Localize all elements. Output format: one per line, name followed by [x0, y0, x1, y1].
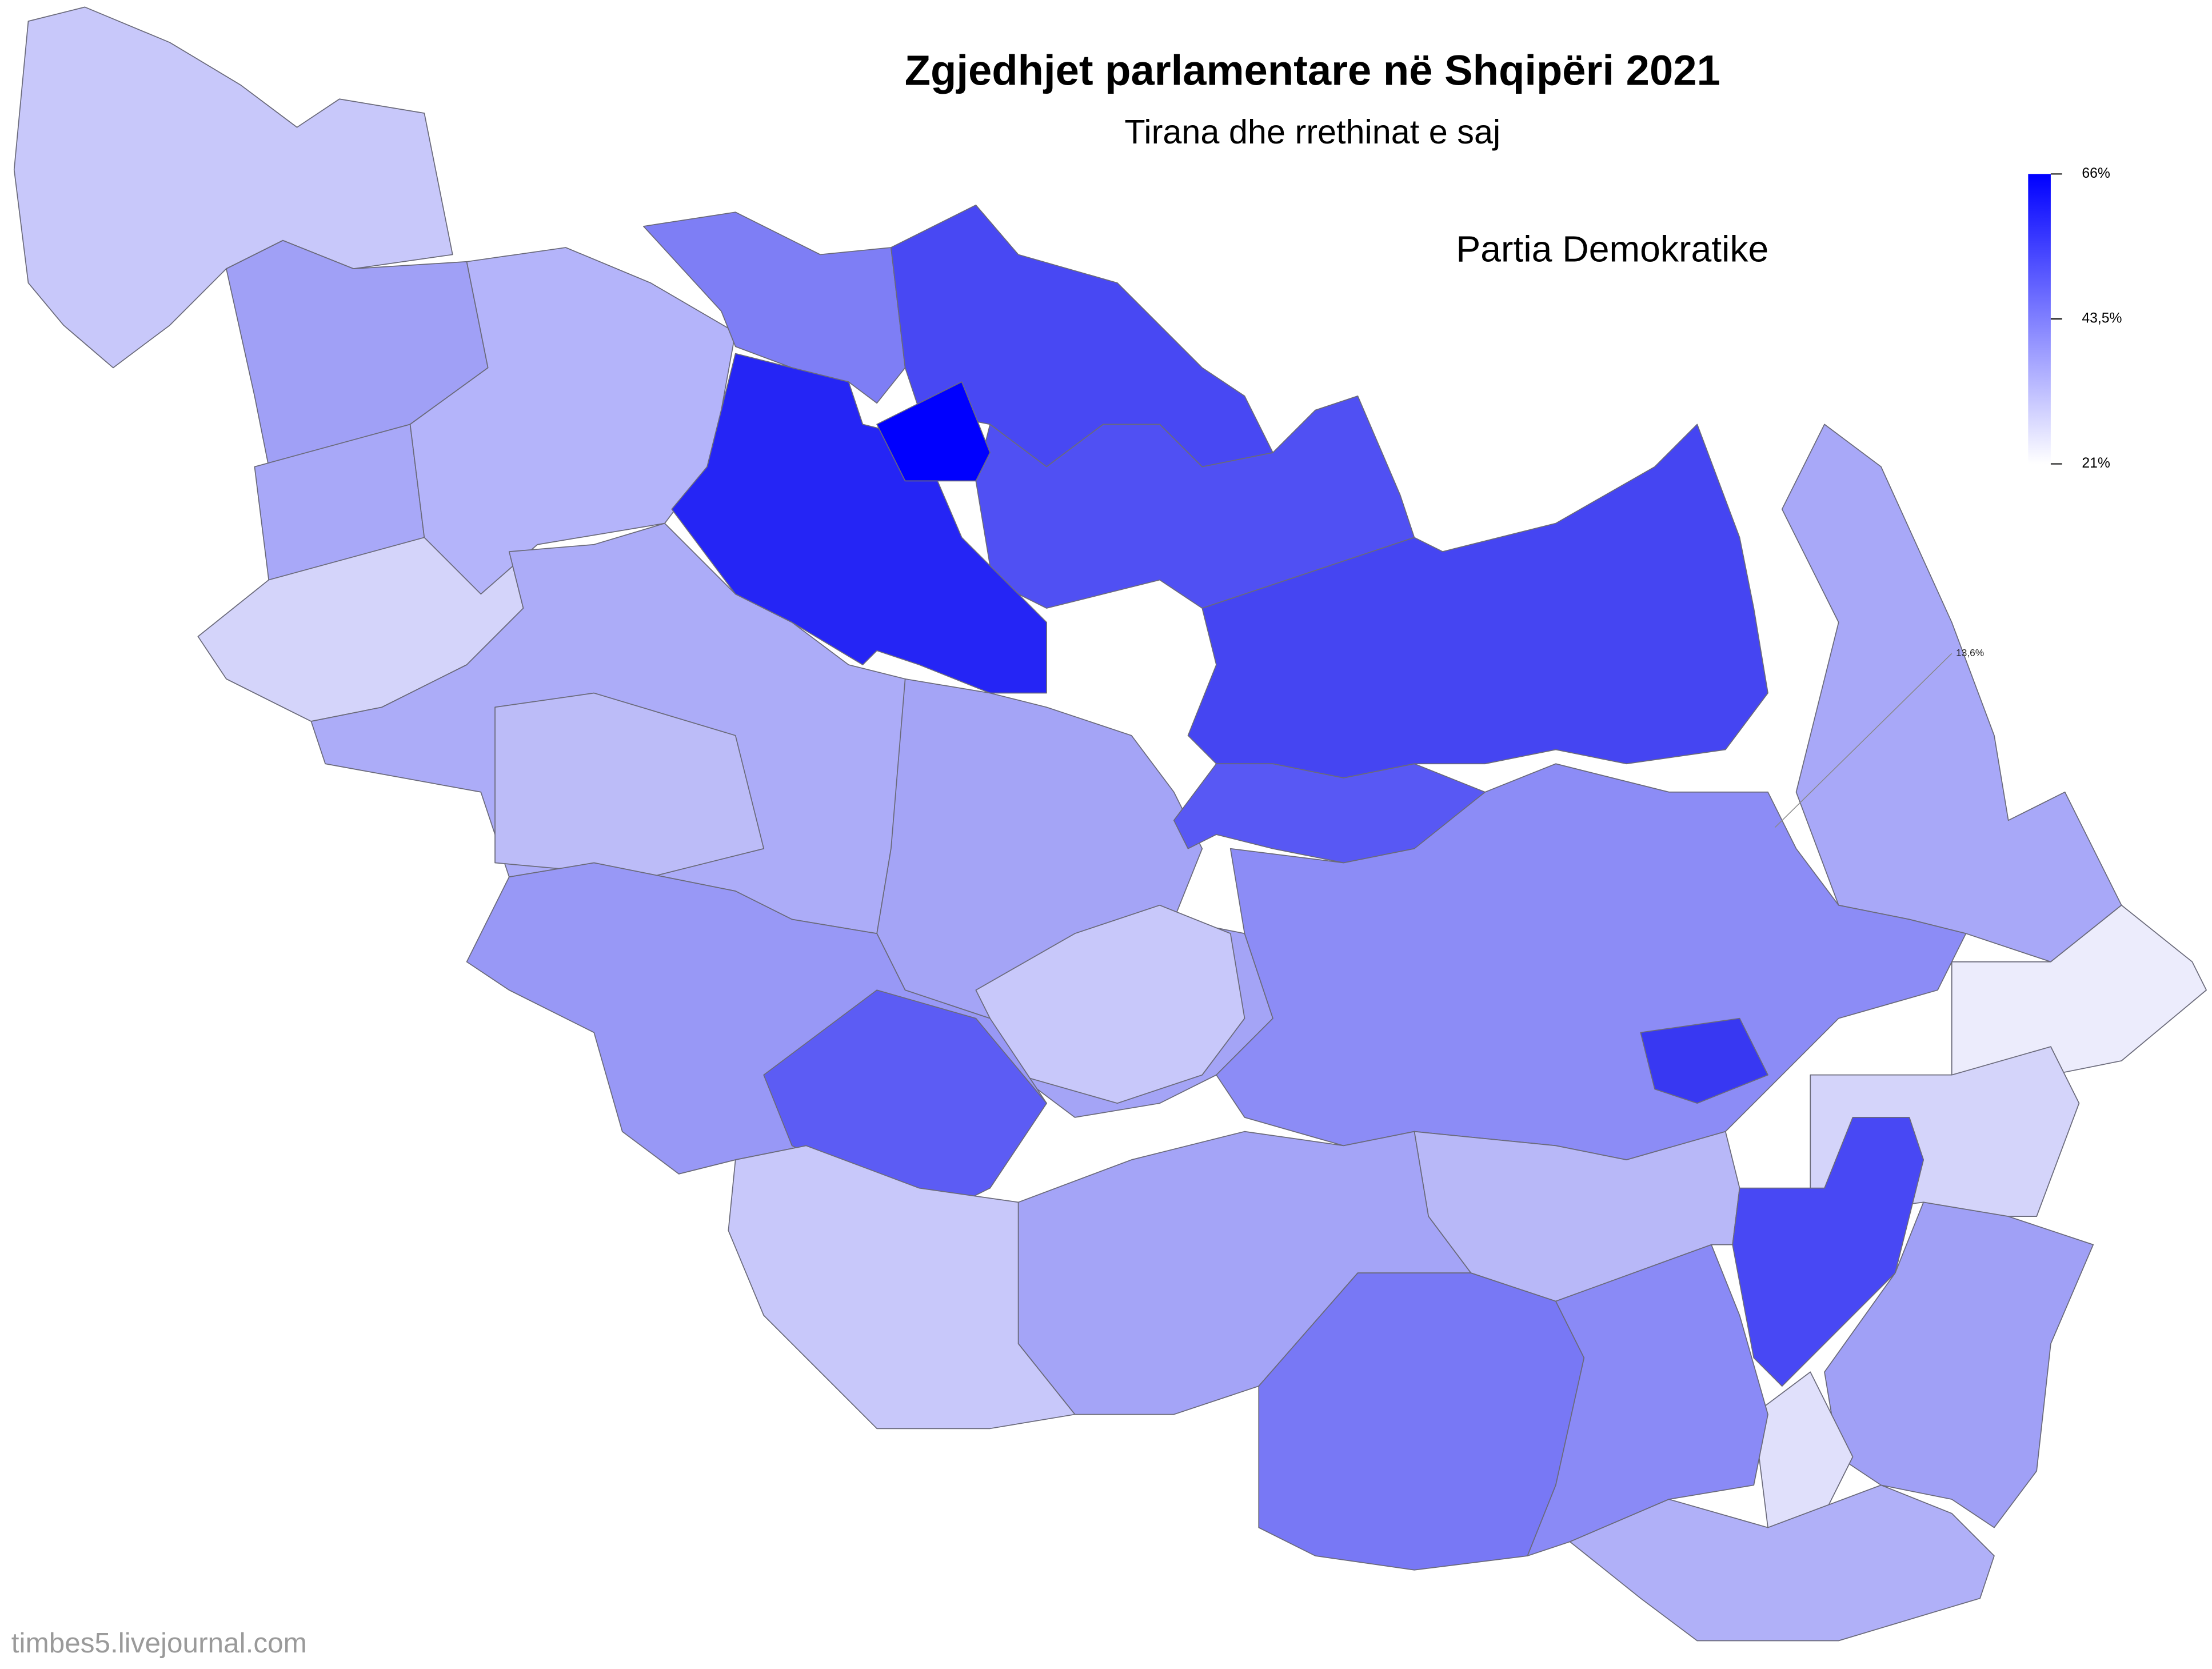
- region: [1781, 424, 2122, 963]
- legend-tick-label: 21%: [2082, 456, 2110, 471]
- map-regions: [13, 6, 2207, 1642]
- legend: 66% 43,5% 21%: [2028, 166, 2122, 471]
- annotation: 13,6%: [1956, 647, 1984, 658]
- region: [642, 211, 906, 404]
- credit: timbes5.livejournal.com: [11, 1627, 307, 1659]
- party-label: Partia Demokratike: [1456, 228, 1768, 269]
- region: [876, 381, 991, 482]
- region: [728, 1145, 1076, 1430]
- legend-tick-label: 66%: [2082, 166, 2110, 181]
- region: [1216, 763, 1967, 1161]
- region: [1187, 424, 1768, 778]
- legend-tick-label: 43,5%: [2082, 311, 2122, 326]
- region: [1569, 1484, 1995, 1642]
- region: [1640, 1017, 1768, 1104]
- map-subtitle: Tirana dhe rrethinat e saj: [1124, 113, 1500, 151]
- region: [494, 692, 765, 878]
- region: [1753, 1371, 1854, 1528]
- region: [975, 904, 1245, 1104]
- annotation-leader: [1774, 653, 1953, 828]
- legend-gradient: [2028, 174, 2051, 464]
- map-title: Zgjedhjet parlamentare në Shqipëri 2021: [905, 46, 1720, 94]
